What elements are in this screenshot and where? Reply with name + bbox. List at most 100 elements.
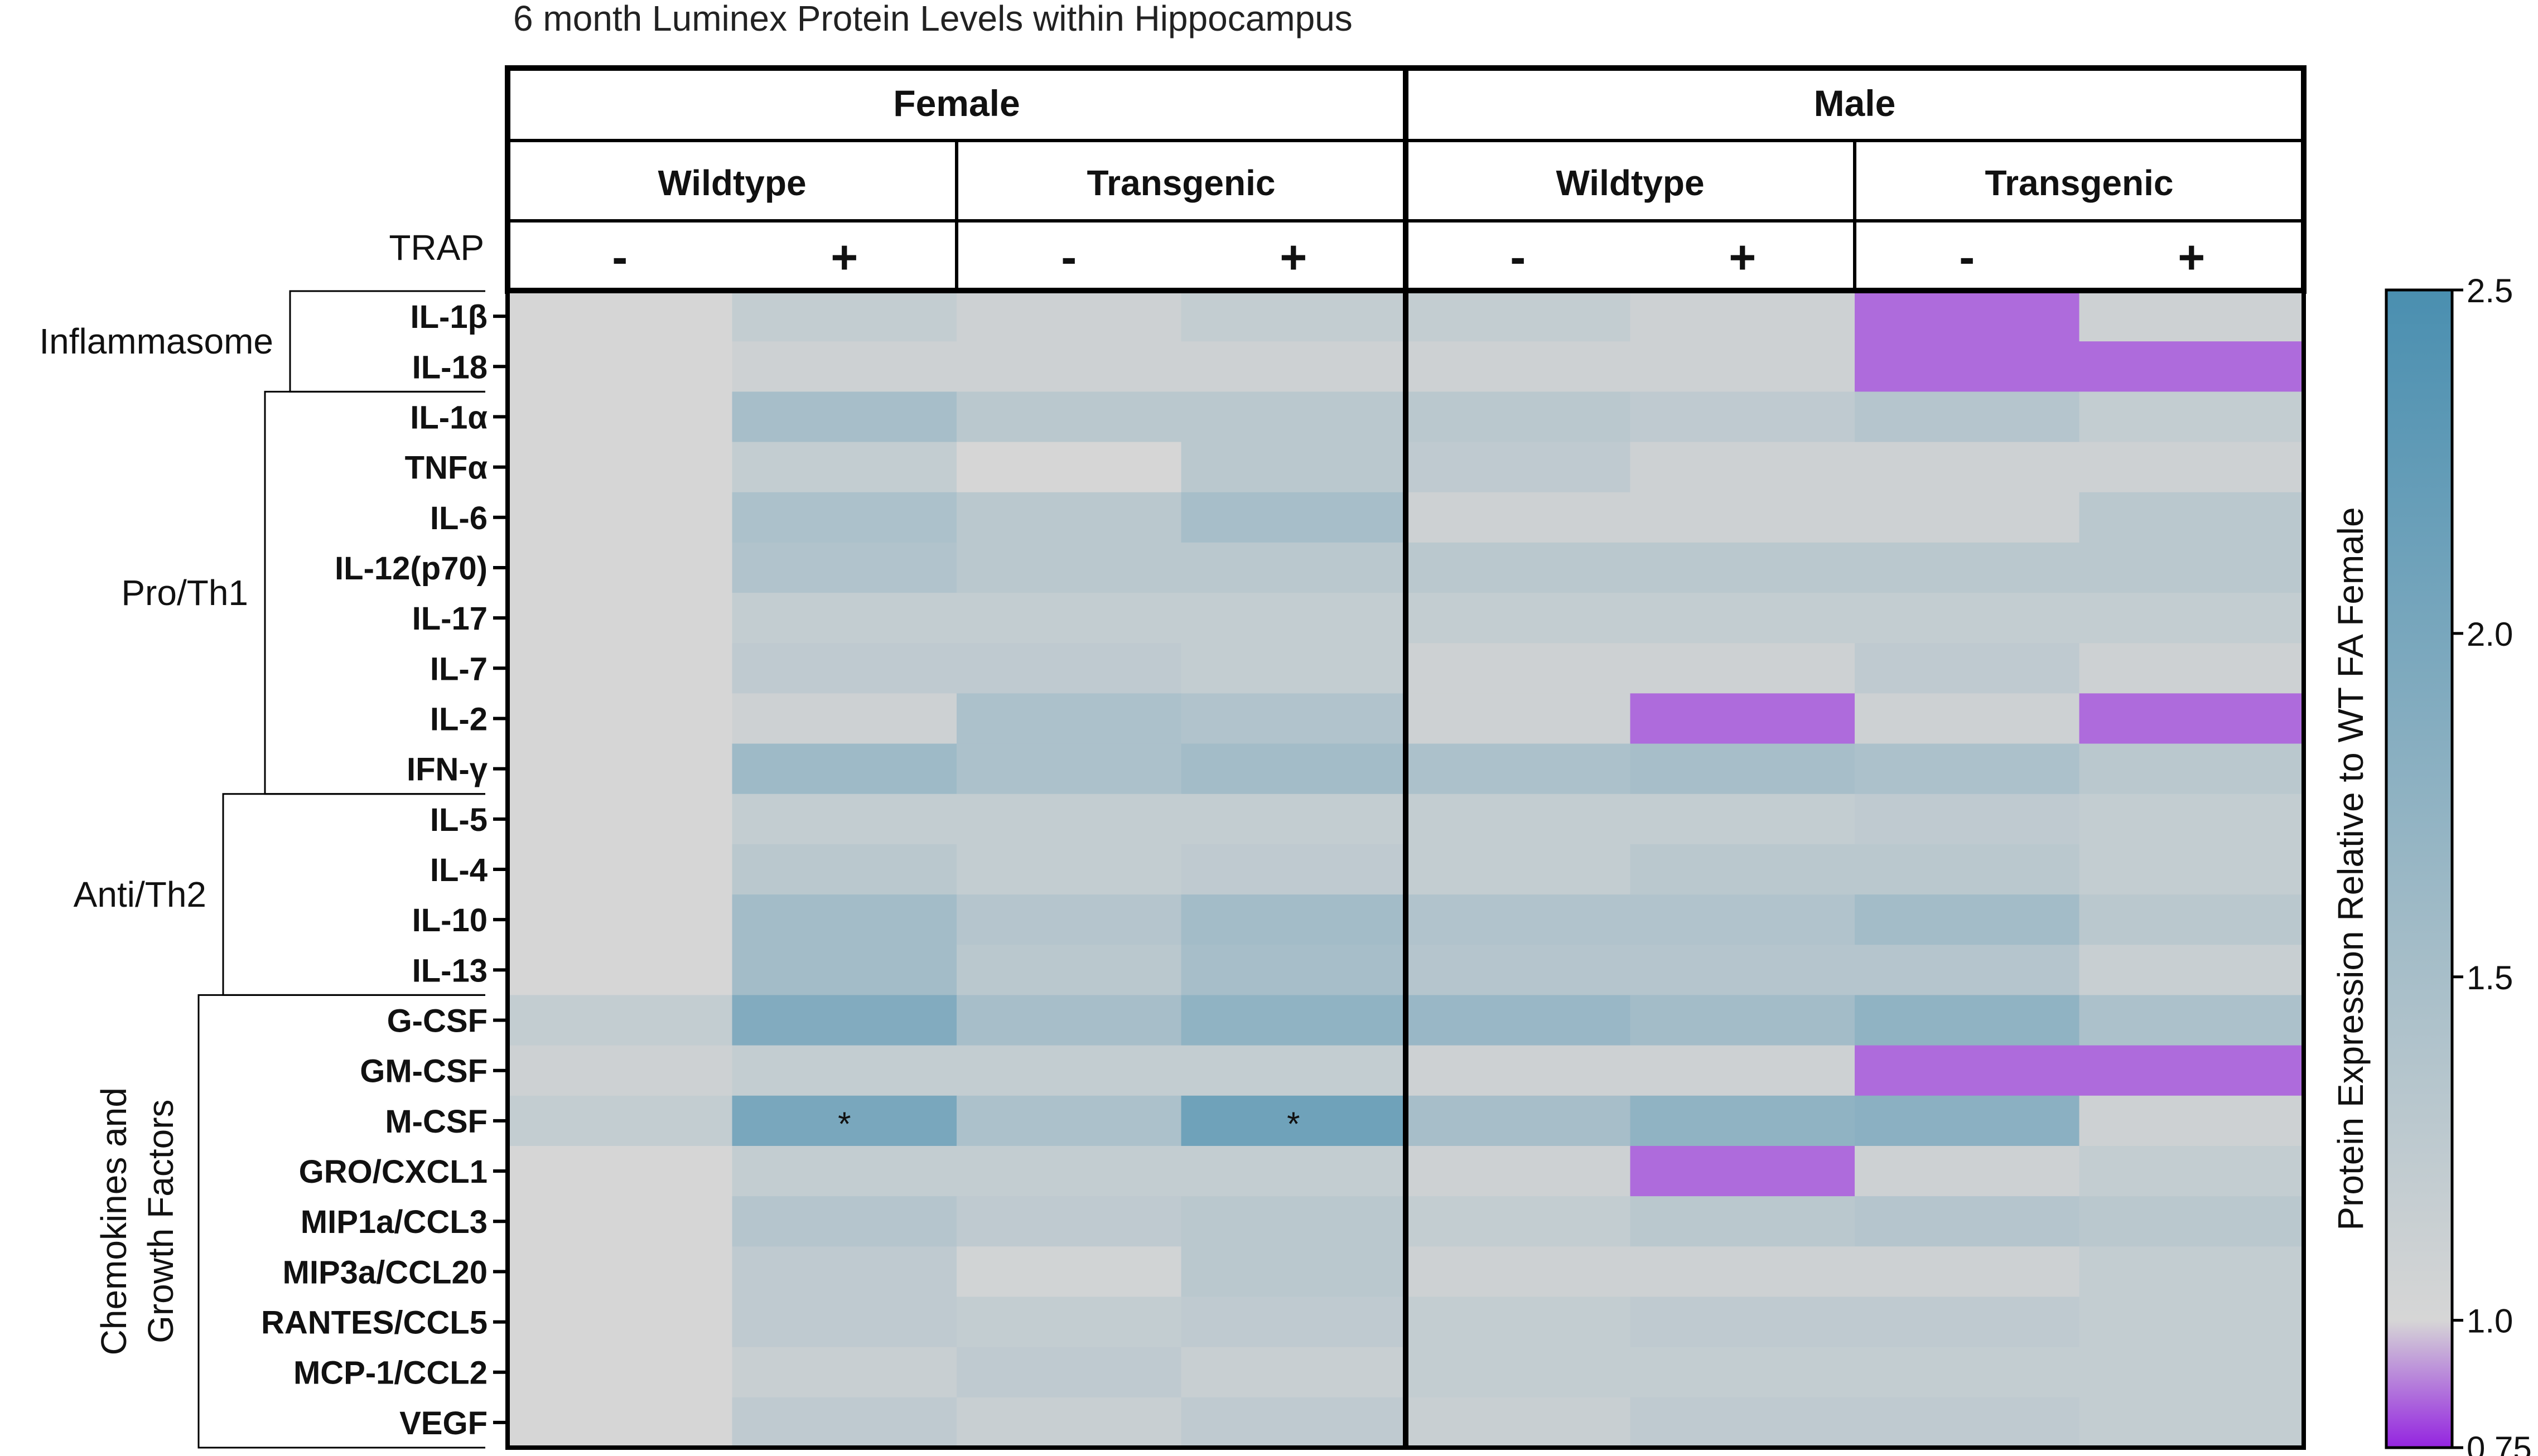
heatmap-cell — [1181, 492, 1406, 543]
heatmap-cell — [1630, 1196, 1855, 1247]
heatmap-cell — [508, 743, 733, 795]
heatmap-cell — [508, 995, 733, 1046]
heatmap-cell — [1181, 743, 1406, 795]
heatmap-cell — [1630, 1297, 1855, 1348]
heatmap-cell — [1630, 542, 1855, 593]
heatmap-cell — [1630, 844, 1855, 895]
heatmap-cell — [1855, 341, 2080, 392]
heatmap-cell — [2079, 1145, 2304, 1197]
column-group-label-female: Female — [893, 83, 1020, 124]
heatmap-cell — [732, 442, 957, 493]
heatmap-cell — [957, 643, 1182, 694]
heatmap-cell — [957, 1196, 1182, 1247]
heatmap-cell — [1181, 1297, 1406, 1348]
heatmap-cell — [957, 794, 1182, 845]
heatmap-cell — [1406, 743, 1631, 795]
colorbar-label: Protein Expression Relative to WT FA Fem… — [2330, 507, 2371, 1230]
heatmap-cell — [2079, 1397, 2304, 1448]
heatmap-cell — [732, 1397, 957, 1448]
heatmap-cell — [1630, 693, 1855, 744]
significance-marker: * — [838, 1105, 851, 1143]
heatmap-cell — [957, 542, 1182, 593]
heatmap-cell — [1406, 1246, 1631, 1298]
heatmap-cell — [1181, 894, 1406, 945]
heatmap-cell — [1630, 743, 1855, 795]
heatmap-cell — [1181, 794, 1406, 845]
heatmap-cell — [1630, 643, 1855, 694]
heatmap-cell — [1181, 693, 1406, 744]
heatmap-cell — [732, 1347, 957, 1398]
heatmap-cell — [732, 844, 957, 895]
heatmap-cell — [732, 492, 957, 543]
colorbar-tick-label: 2.0 — [2467, 616, 2513, 653]
heatmap-cell — [1406, 1145, 1631, 1197]
trap-column-label: - — [1061, 231, 1077, 283]
heatmap-cell — [957, 1397, 1182, 1448]
heatmap-cell — [1406, 643, 1631, 694]
heatmap-cell — [1855, 894, 2080, 945]
heatmap-cell — [1630, 492, 1855, 543]
trap-label: TRAP — [389, 228, 484, 268]
heatmap-cell — [732, 1246, 957, 1298]
heatmap-cell — [1855, 945, 2080, 996]
colorbar-tick-label: 0.75 — [2467, 1430, 2532, 1456]
heatmap-cell — [2079, 794, 2304, 845]
heatmap-cell — [508, 1297, 733, 1348]
heatmap-cell — [1406, 1095, 1631, 1147]
heatmap-cell — [2079, 1196, 2304, 1247]
row-label-il-13: IL-13 — [412, 952, 488, 989]
heatmap-cell — [957, 1297, 1182, 1348]
row-group-label-anti-th2: Anti/Th2 — [74, 874, 206, 915]
heatmap-cell — [1630, 593, 1855, 644]
heatmap-cell — [732, 291, 957, 342]
heatmap-cell — [1855, 1397, 2080, 1448]
heatmap-cell — [1406, 1045, 1631, 1096]
heatmap-cell — [957, 844, 1182, 895]
heatmap-cell — [2079, 743, 2304, 795]
heatmap-cell — [1406, 391, 1631, 443]
row-label-m-csf: M-CSF — [385, 1104, 488, 1140]
heatmap-cell — [732, 593, 957, 644]
heatmap-cell — [957, 492, 1182, 543]
column-subgroup-label-transgenic: Transgenic — [1087, 163, 1276, 203]
heatmap-cell — [1855, 492, 2080, 543]
heatmap-cell — [508, 391, 733, 443]
row-label-rantes-ccl5: RANTES/CCL5 — [261, 1305, 488, 1341]
row-group-label-pro-th1: Pro/Th1 — [121, 573, 248, 613]
heatmap-cell — [1855, 442, 2080, 493]
heatmap-cell — [1855, 995, 2080, 1046]
heatmap-cell — [508, 341, 733, 392]
heatmap-cell — [508, 1196, 733, 1247]
heatmap-cell — [732, 693, 957, 744]
heatmap-cell — [957, 1095, 1182, 1147]
heatmap-cell — [508, 643, 733, 694]
heatmap-cell — [1855, 1347, 2080, 1398]
heatmap-cell — [508, 693, 733, 744]
heatmap-cell — [1406, 593, 1631, 644]
heatmap-cell — [2079, 1246, 2304, 1298]
heatmap-cell — [1855, 593, 2080, 644]
heatmap-cell — [957, 442, 1182, 493]
heatmap-cell — [508, 794, 733, 845]
row-label-gm-csf: GM-CSF — [360, 1053, 488, 1090]
row-label-il-17: IL-17 — [412, 601, 488, 637]
heatmap-cell — [1181, 945, 1406, 996]
heatmap-cell — [508, 492, 733, 543]
heatmap-cell — [2079, 995, 2304, 1046]
heatmap-cell — [732, 1045, 957, 1096]
heatmap-cell — [1181, 291, 1406, 342]
heatmap-cell — [1630, 1045, 1855, 1096]
heatmap-cell — [1406, 341, 1631, 392]
heatmap-cell — [1855, 1095, 2080, 1147]
column-group-label-male: Male — [1814, 83, 1896, 124]
heatmap-cell — [1630, 1095, 1855, 1147]
heatmap-cell — [1630, 442, 1855, 493]
heatmap-cell — [1181, 341, 1406, 392]
heatmap-cell — [1406, 1297, 1631, 1348]
column-subgroup-label-wildtype: Wildtype — [1556, 163, 1704, 203]
heatmap-cell — [1855, 844, 2080, 895]
row-label-mip3a-ccl20: MIP3a/CCL20 — [283, 1254, 488, 1290]
heatmap-cell — [1181, 844, 1406, 895]
heatmap-cell — [508, 1246, 733, 1298]
heatmap-cell — [1630, 391, 1855, 443]
